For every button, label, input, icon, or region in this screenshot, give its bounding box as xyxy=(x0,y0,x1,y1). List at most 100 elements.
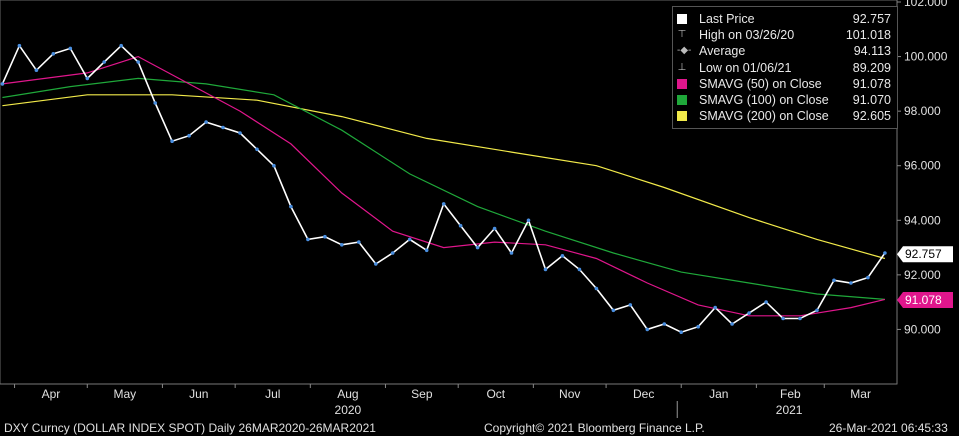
price-point xyxy=(560,254,565,258)
legend-swatch xyxy=(677,14,687,24)
price-point xyxy=(407,237,412,242)
y-tick-label: 94.000 xyxy=(904,213,941,227)
legend-item: Last Price 92.757 xyxy=(677,11,893,27)
legend-label: High on 03/26/20 xyxy=(699,28,795,43)
price-point xyxy=(17,43,22,48)
price-point xyxy=(645,327,650,332)
price-point xyxy=(866,275,870,280)
x-tick-label: Oct xyxy=(486,387,505,401)
legend-value: 91.078 xyxy=(852,76,891,91)
price-point xyxy=(390,251,395,255)
price-point xyxy=(289,204,293,209)
price-point xyxy=(696,324,700,329)
x-tick-label: May xyxy=(114,387,137,401)
x-tick-label: Sep xyxy=(411,387,433,401)
price-point xyxy=(85,76,90,81)
copyright-text: Copyright© 2021 Bloomberg Finance L.P. xyxy=(484,421,705,435)
legend-value: 89.209 xyxy=(852,60,891,75)
x-tick-label: Feb xyxy=(780,387,801,401)
series-layer xyxy=(0,43,887,335)
price-point xyxy=(119,43,123,48)
x-year-label: 2020 xyxy=(335,403,362,417)
high-marker-icon: ⊤ xyxy=(677,29,687,41)
legend-swatch xyxy=(677,95,687,105)
price-point xyxy=(424,248,429,253)
price-point xyxy=(441,202,446,206)
value-tag-bg xyxy=(897,292,953,309)
price-point xyxy=(170,139,174,143)
x-tick-label: Jul xyxy=(265,387,280,401)
x-axis: Apr May Jun Jul Aug Sep Oct Nov Dec Jan Feb Mar 2020… xyxy=(0,383,897,418)
legend-item: -◆- Average 94.113 xyxy=(677,43,893,59)
legend-label: SMAVG (100) on Close xyxy=(699,93,829,107)
ticker-description: DXY Curncy (DOLLAR INDEX SPOT) Daily 26M… xyxy=(4,421,376,435)
price-point xyxy=(730,322,734,326)
price-point xyxy=(628,303,633,307)
average-marker-icon: -◆- xyxy=(677,45,692,57)
price-point xyxy=(323,234,327,239)
price-point xyxy=(594,286,599,291)
price-point xyxy=(662,322,667,326)
legend-label: Last Price xyxy=(699,12,755,26)
y-tick-label: 96.000 xyxy=(904,159,941,173)
legend-label: SMAVG (50) on Close xyxy=(699,76,822,91)
legend-item: ⊤ High on 03/26/20 101.018 xyxy=(677,27,893,43)
price-point xyxy=(68,46,73,51)
price-point xyxy=(475,245,480,250)
legend-label: SMAVG (200) on Close xyxy=(699,109,829,124)
price-point xyxy=(306,237,310,242)
series-line-2 xyxy=(2,77,885,300)
price-point xyxy=(374,262,378,266)
legend-swatch xyxy=(677,78,687,89)
price-point xyxy=(204,120,208,124)
price-point xyxy=(0,82,5,86)
price-point xyxy=(34,68,39,72)
value-tag-label: 91.078 xyxy=(905,293,942,307)
y-tick-label: 90.000 xyxy=(904,322,941,336)
price-point xyxy=(849,281,853,285)
legend-value: 92.757 xyxy=(852,12,891,26)
x-tick-label: Apr xyxy=(42,387,61,401)
price-point xyxy=(526,218,531,223)
price-point xyxy=(832,278,836,283)
price-point xyxy=(357,240,361,244)
x-tick-label: Mar xyxy=(850,387,871,401)
legend-item: ⊥ Low on 01/06/21 89.209 xyxy=(677,60,893,76)
legend-value: 91.070 xyxy=(852,93,891,107)
price-point xyxy=(781,316,785,321)
price-point xyxy=(340,243,344,247)
price-point xyxy=(713,305,717,310)
price-point xyxy=(272,163,276,168)
footer-bar: DXY Curncy (DOLLAR INDEX SPOT) Daily 26M… xyxy=(0,420,959,436)
series-line-3 xyxy=(2,94,886,260)
value-tags: 92.757 91.078 xyxy=(897,246,953,309)
x-tick-label: Jun xyxy=(189,387,208,401)
legend-value: 92.605 xyxy=(852,109,891,124)
y-tick-label: 98.000 xyxy=(904,104,941,118)
price-point xyxy=(815,308,819,313)
price-point xyxy=(883,251,887,255)
price-point xyxy=(102,60,106,64)
legend-swatch xyxy=(677,111,687,122)
price-point xyxy=(679,330,683,335)
price-point xyxy=(136,60,140,64)
legend-label: Average xyxy=(699,44,746,59)
price-point xyxy=(458,223,463,228)
timestamp-text: 26-Mar-2021 06:45:33 xyxy=(829,421,948,435)
price-point xyxy=(611,308,616,313)
price-point xyxy=(51,52,56,56)
legend-value: 101.018 xyxy=(845,28,891,43)
price-point xyxy=(747,311,751,315)
legend-box: Last Price 92.757 ⊤ High on 03/26/20 101.018… xyxy=(672,6,898,129)
y-tick-label: 102.000 xyxy=(904,0,948,9)
price-point xyxy=(543,267,548,272)
value-tag-label: 92.757 xyxy=(905,247,942,261)
price-point xyxy=(492,226,497,231)
legend-label: Low on 01/06/21 xyxy=(699,60,792,75)
x-tick-label: Nov xyxy=(559,387,580,401)
y-tick-label: 100.000 xyxy=(904,50,948,64)
price-point xyxy=(764,300,768,304)
legend-item: SMAVG (200) on Close 92.605 xyxy=(677,108,893,124)
price-point xyxy=(187,133,191,138)
